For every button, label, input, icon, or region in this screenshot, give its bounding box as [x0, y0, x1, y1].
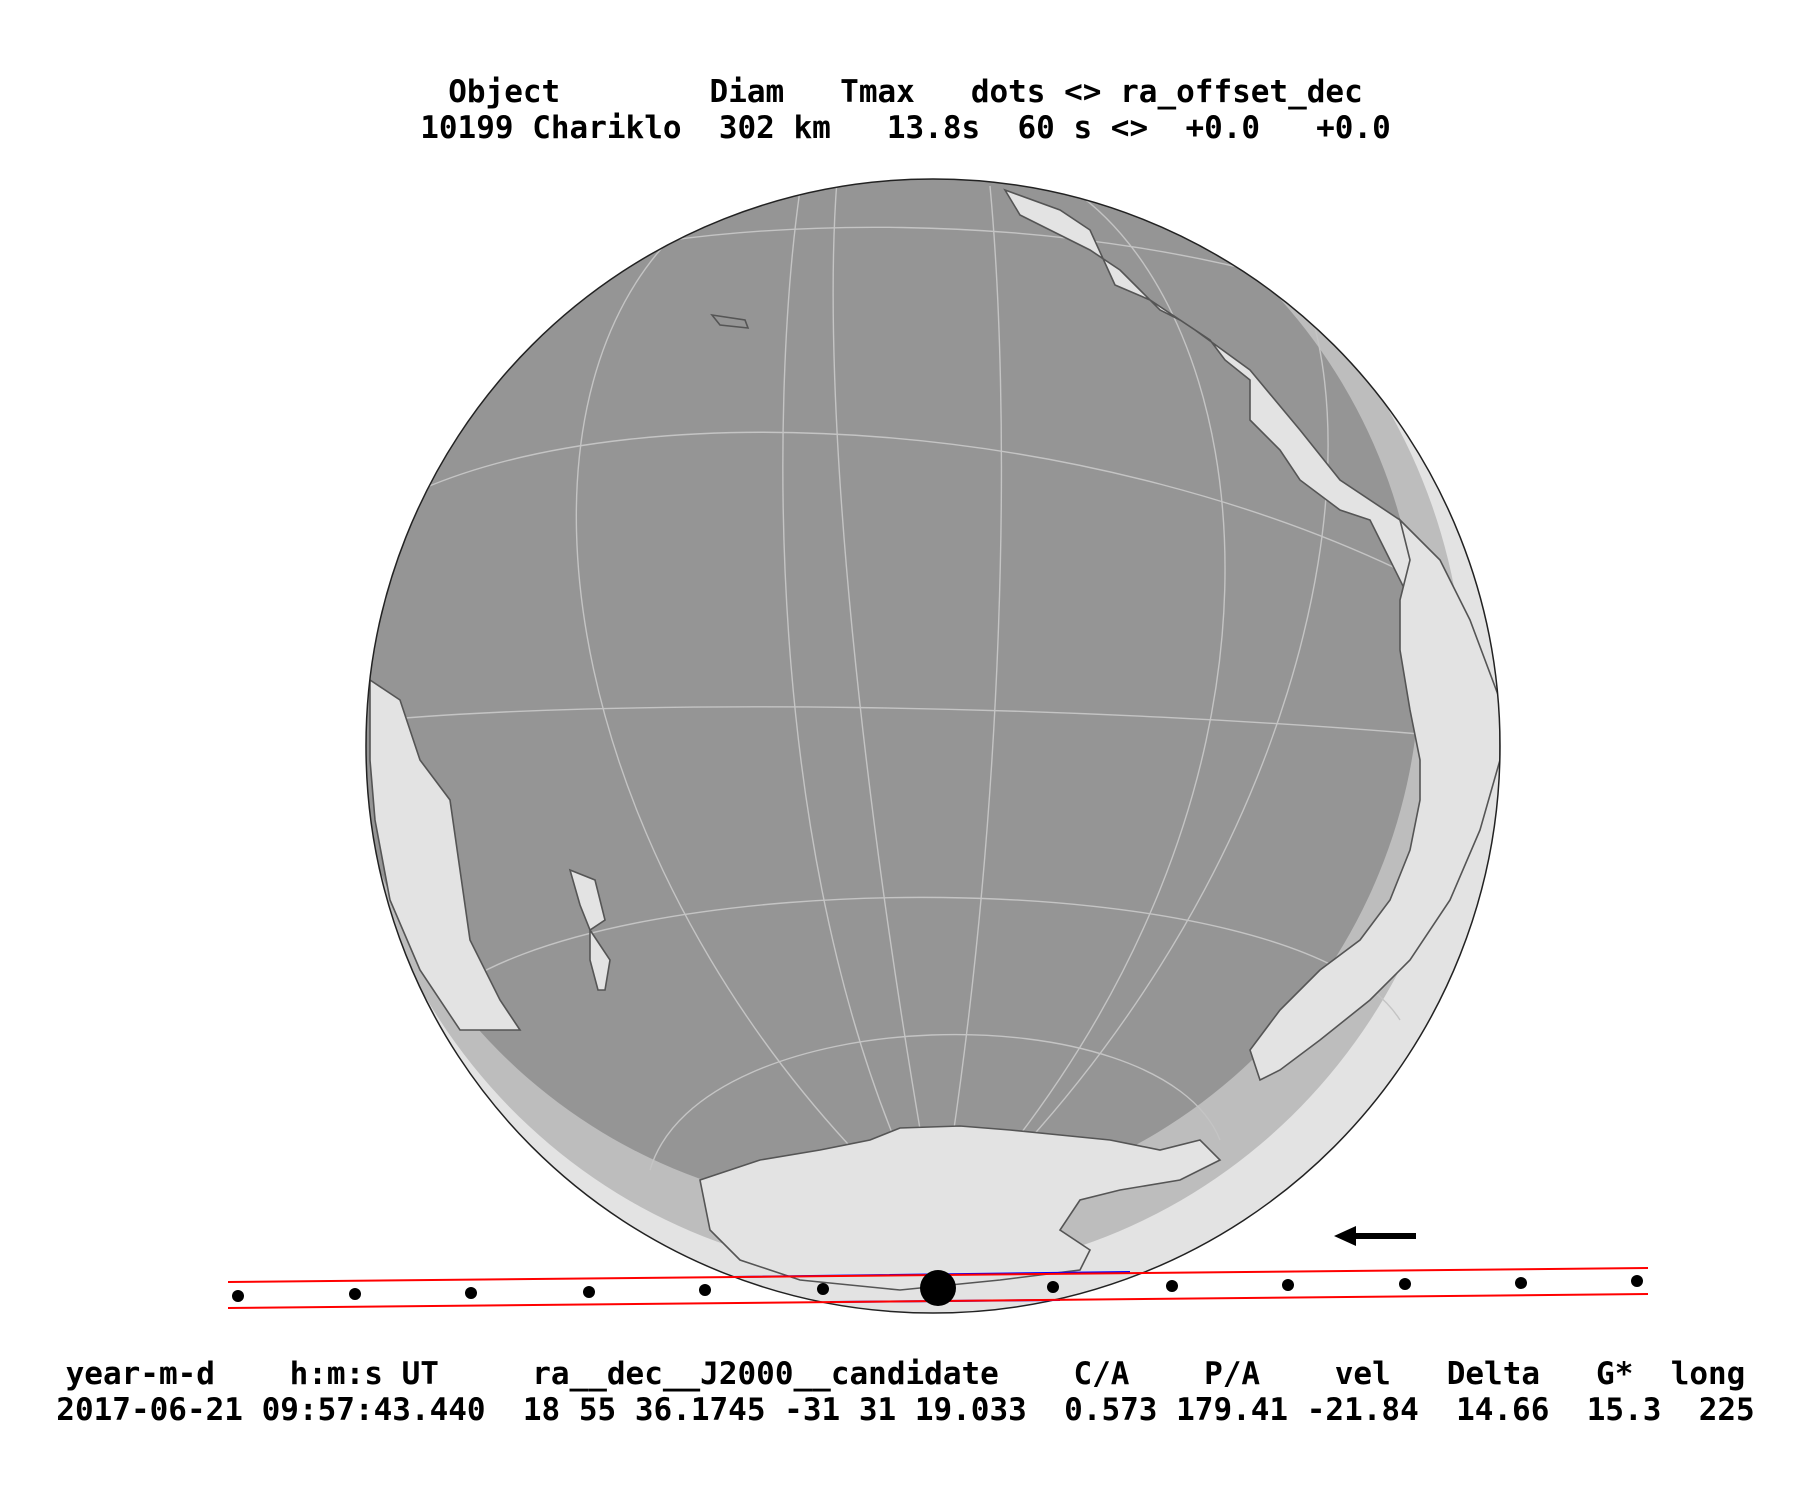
coastlines — [369, 188, 1500, 1291]
central-south-america — [1249, 517, 1500, 1082]
globe-limb — [365, 178, 1501, 1314]
closest-approach-dot — [920, 1270, 956, 1306]
time-dot — [465, 1287, 477, 1299]
footer-values: 2017-06-21 09:57:43.440 18 55 36.1745 -3… — [56, 1392, 1755, 1428]
footer-columns: year-m-d h:m:s UT ra__dec__J2000__candid… — [65, 1356, 1746, 1392]
time-dot — [1282, 1279, 1294, 1291]
australia — [369, 678, 522, 1031]
time-dot — [817, 1283, 829, 1295]
time-dot — [232, 1290, 244, 1302]
night-zone — [366, 179, 1420, 1210]
time-dot — [1515, 1277, 1527, 1289]
header-columns: Object Diam Tmax dots <> ra_offset_dec — [448, 74, 1363, 110]
time-dots — [232, 1270, 1643, 1306]
time-dot — [1399, 1278, 1411, 1290]
antarctica — [699, 1125, 1222, 1291]
time-dot — [349, 1288, 361, 1300]
hawaii — [710, 313, 750, 329]
graticule — [381, 179, 1491, 1233]
time-dot — [1047, 1281, 1059, 1293]
time-dot — [699, 1284, 711, 1296]
north-america — [1003, 188, 1421, 603]
time-dot — [583, 1286, 595, 1298]
new-zealand-south — [589, 927, 611, 991]
header-values: 10199 Chariklo 302 km 13.8s 60 s <> +0.0… — [420, 110, 1391, 146]
time-dot — [1631, 1275, 1643, 1287]
new-zealand-north — [568, 868, 606, 932]
left-arrow-icon — [1334, 1226, 1416, 1246]
time-dot — [1166, 1280, 1178, 1292]
